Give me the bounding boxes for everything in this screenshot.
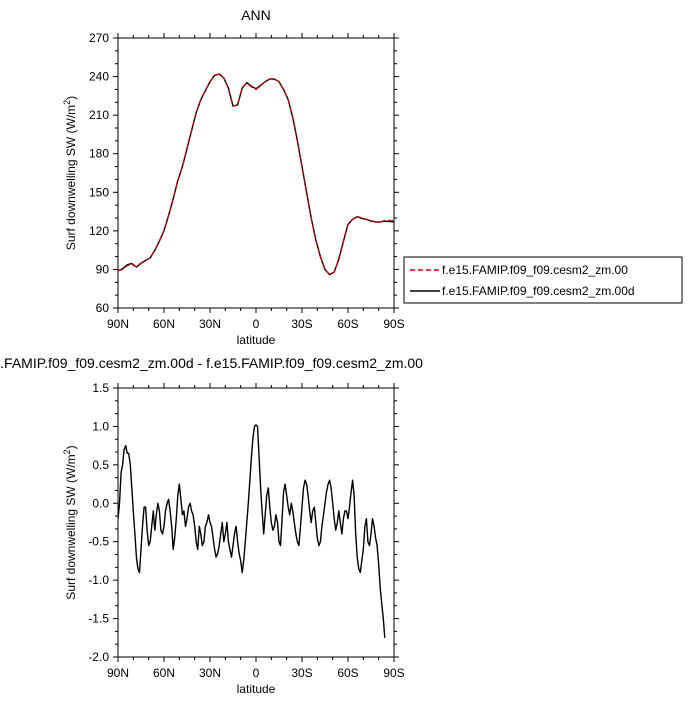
y-tick-label: -0.5 (88, 535, 109, 549)
y-tick-label: 0.0 (92, 496, 109, 510)
legend-box (403, 256, 683, 304)
y-tick-label: -1.5 (88, 612, 109, 626)
chart-annual-mean: ANN 60 90 120 150 180 210 240 270 90N 60N 30N 0 30S 60… (62, 7, 683, 347)
plot-frame (117, 387, 395, 658)
x-tick-label: 60N (153, 317, 175, 331)
x-axis-label: latitude (237, 333, 276, 347)
x-tick-label: 60S (337, 317, 358, 331)
x-tick-label: 30S (291, 317, 312, 331)
y-tick-label: 120 (89, 224, 109, 238)
series-line-0 (118, 73, 394, 276)
y-tick-label: 1.5 (92, 381, 109, 395)
x-tick-label: 90S (383, 317, 404, 331)
x-tick-label: 60S (337, 666, 358, 680)
x-tick-label: 60N (153, 666, 175, 680)
legend-label-0: f.e15.FAMIP.f09_f09.cesm2_zm.00 (442, 263, 628, 277)
y-tick-label: 90 (96, 262, 110, 276)
series-line-1 (118, 73, 394, 276)
chart-title: f.e15.FAMIP.f09_f09.cesm2_zm.00d - f.e15… (0, 355, 423, 371)
chart-title: ANN (241, 7, 271, 23)
plot-frame (117, 37, 395, 309)
y-tick-label: 150 (89, 185, 109, 199)
y-axis-label: Surf downwelling SW (W/m2) (62, 445, 78, 599)
y-tick-label: -1.0 (88, 573, 109, 587)
chart-difference: f.e15.FAMIP.f09_f09.cesm2_zm.00d - f.e15… (0, 355, 423, 696)
x-axis-label: latitude (237, 682, 276, 696)
x-tick-label: 30N (199, 317, 221, 331)
y-tick-label: -2.0 (88, 650, 109, 664)
legend-label-1: f.e15.FAMIP.f09_f09.cesm2_zm.00d (442, 284, 635, 298)
y-axis-label: Surf downwelling SW (W/m2) (62, 96, 78, 250)
y-tick-label: 0.5 (92, 458, 109, 472)
y-tick-label: 240 (89, 70, 109, 84)
x-tick-label: 90S (383, 666, 404, 680)
series-line-0 (118, 424, 386, 638)
y-tick-label: 1.0 (92, 419, 109, 433)
x-tick-label: 0 (253, 317, 260, 331)
y-tick-label: 60 (96, 301, 110, 315)
x-tick-label: 90N (107, 666, 129, 680)
x-tick-label: 30S (291, 666, 312, 680)
x-tick-label: 90N (107, 317, 129, 331)
y-tick-label: 270 (89, 31, 109, 45)
x-tick-label: 0 (253, 666, 260, 680)
y-tick-label: 210 (89, 108, 109, 122)
y-tick-label: 180 (89, 147, 109, 161)
x-tick-label: 30N (199, 666, 221, 680)
